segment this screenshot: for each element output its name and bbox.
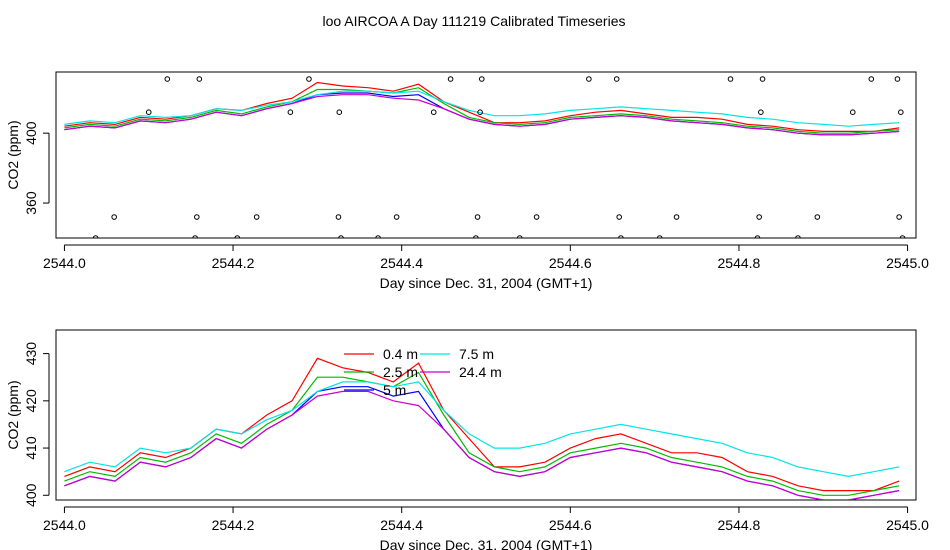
scatter-point <box>894 76 901 82</box>
legend: 0.4 m 2.5 m 5 m 7.5 m 24.4 m <box>344 346 502 398</box>
x-tick-label: 2544.2 <box>212 255 255 271</box>
plot-area <box>64 76 906 238</box>
scatter-point <box>586 76 592 82</box>
scatter-point <box>447 76 454 82</box>
y-tick-label: 400 <box>23 483 39 507</box>
x-tick-label: 2544.6 <box>549 517 592 533</box>
scatter-point <box>898 109 904 115</box>
scatter-point <box>393 214 400 220</box>
scatter-point <box>192 235 198 238</box>
scatter-point <box>754 235 761 238</box>
legend-item: 24.4 m <box>420 364 502 380</box>
scatter-point <box>430 109 437 115</box>
x-tick-label: 2544.0 <box>43 255 86 271</box>
scatter-point <box>814 214 821 220</box>
scatter-point <box>234 235 241 238</box>
legend-item: 5 m <box>344 382 406 398</box>
scatter-point <box>516 235 523 238</box>
scatter-point <box>338 235 344 238</box>
y-tick-label: 400 <box>23 121 39 145</box>
x-tick-label: 2544.2 <box>212 517 255 533</box>
scatter-point <box>896 214 902 220</box>
legend-label: 0.4 m <box>383 346 418 362</box>
series-line-2-5-m <box>64 371 900 496</box>
series-line-4 <box>64 90 900 127</box>
series-line-24-4-m <box>64 390 900 500</box>
legend-label: 2.5 m <box>383 364 418 380</box>
scatter-point <box>616 214 623 220</box>
bottom-panel: 2544.0 2544.2 2544.4 2544.6 2544.8 2545.0 Day … <box>5 329 929 550</box>
top-panel: 2544.0 2544.2 2544.4 2544.6 2544.8 2545.0 Day … <box>5 71 929 291</box>
scatter-point <box>474 214 481 220</box>
x-tick-label: 2544.8 <box>718 517 761 533</box>
scatter-point <box>759 76 766 82</box>
scatter-point <box>111 214 117 220</box>
scatter-point <box>375 235 381 238</box>
scatter-point <box>656 235 663 238</box>
legend-label: 5 m <box>383 382 406 398</box>
x-tick-label: 2545.0 <box>886 517 929 533</box>
y-axis-label: CO2 (ppm) <box>5 120 21 189</box>
scatter-point <box>868 76 875 82</box>
scatter-point <box>477 109 483 115</box>
y-axis-label: CO2 (ppm) <box>5 380 21 449</box>
scatter-point <box>164 76 171 82</box>
legend-item: 2.5 m <box>344 364 418 380</box>
x-axis-label: Day since Dec. 31, 2004 (GMT+1) <box>380 537 593 550</box>
scatter-point <box>92 235 99 238</box>
y-tick-label: 410 <box>23 436 39 460</box>
x-tick-label: 2545.0 <box>886 255 929 271</box>
scatter-point <box>613 76 620 82</box>
scatter-point <box>335 214 342 220</box>
scatter-point <box>336 109 343 115</box>
scatter-point <box>727 76 734 82</box>
scatter-point <box>795 235 801 238</box>
scatter-point <box>756 214 762 220</box>
x-tick-label: 2544.8 <box>718 255 761 271</box>
y-tick-label: 420 <box>23 389 39 413</box>
scatter-point <box>287 109 294 115</box>
legend-label: 24.4 m <box>459 364 502 380</box>
series-line-2 <box>64 87 900 134</box>
scatter-point <box>145 109 152 115</box>
y-tick-label: 360 <box>23 191 39 215</box>
x-tick-label: 2544.0 <box>43 517 86 533</box>
x-tick-label: 2544.4 <box>380 517 423 533</box>
scatter-point <box>306 76 312 82</box>
scatter-point <box>673 214 680 220</box>
scatter-point <box>253 214 260 220</box>
x-axis-label: Day since Dec. 31, 2004 (GMT+1) <box>380 275 593 291</box>
scatter-point <box>196 76 203 82</box>
series-line-5 <box>64 94 900 136</box>
legend-label: 7.5 m <box>459 346 494 362</box>
scatter-point <box>194 214 200 220</box>
scatter-point <box>533 214 540 220</box>
scatter-point <box>758 109 764 115</box>
scatter-point <box>478 76 485 82</box>
x-axis: 2544.0 2544.2 2544.4 2544.6 2544.8 2545.0 Day … <box>43 329 929 550</box>
legend-item: 0.4 m <box>344 346 418 362</box>
scatter-point <box>618 235 624 238</box>
x-tick-label: 2544.4 <box>380 255 423 271</box>
scatter-point <box>899 235 906 238</box>
y-tick-label: 430 <box>23 342 39 366</box>
scatter-point <box>849 109 856 115</box>
figure-title: loo AIRCOA A Day 111219 Calibrated Times… <box>323 13 626 29</box>
plot-frame <box>55 71 917 239</box>
series-line-7-5-m <box>64 381 900 478</box>
legend-item: 7.5 m <box>420 346 494 362</box>
plot-frame <box>55 329 917 501</box>
x-axis: 2544.0 2544.2 2544.4 2544.6 2544.8 2545.0 Day … <box>43 71 929 291</box>
plot-area <box>64 357 900 500</box>
x-tick-label: 2544.6 <box>549 255 592 271</box>
scatter-point <box>473 235 479 238</box>
